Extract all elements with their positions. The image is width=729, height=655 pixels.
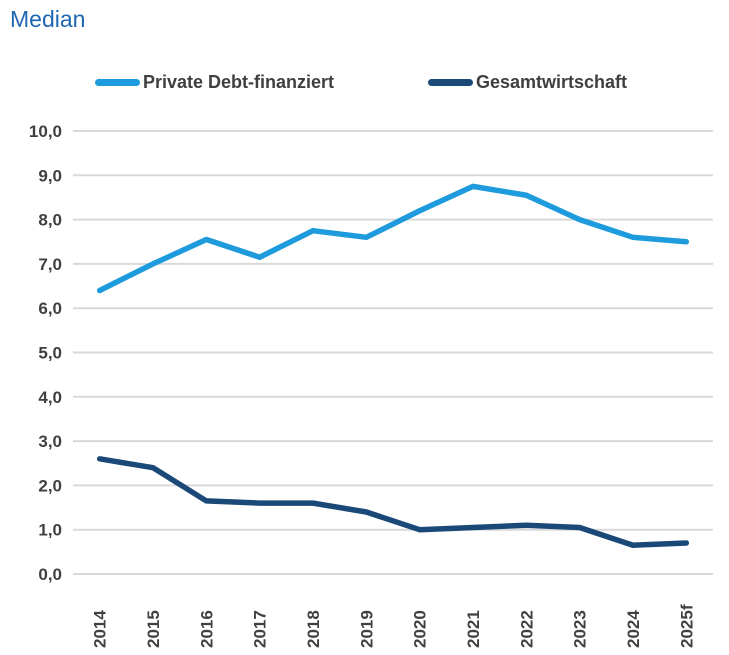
y-tick-label: 6,0 xyxy=(38,299,62,318)
y-tick-label: 4,0 xyxy=(38,388,62,407)
x-tick-label: 2015 xyxy=(144,610,163,648)
legend-swatch-private-debt-icon xyxy=(95,78,140,86)
y-tick-label: 3,0 xyxy=(38,432,62,451)
y-tick-label: 10,0 xyxy=(29,122,62,141)
x-tick-label: 2016 xyxy=(197,610,216,648)
y-tick-label: 2,0 xyxy=(38,476,62,495)
y-tick-label: 8,0 xyxy=(38,211,62,230)
legend-item-gesamtwirtschaft: Gesamtwirtschaft xyxy=(428,71,627,93)
y-tick-label: 5,0 xyxy=(38,344,62,363)
x-tick-label: 2019 xyxy=(357,610,376,648)
y-tick-label: 0,0 xyxy=(38,565,62,584)
x-tick-label: 2024 xyxy=(624,610,643,648)
y-tick-label: 1,0 xyxy=(38,521,62,540)
legend-item-private-debt: Private Debt-finanziert xyxy=(95,71,334,93)
x-tick-label: 2021 xyxy=(464,610,483,648)
legend-label-gesamtwirtschaft: Gesamtwirtschaft xyxy=(476,71,628,92)
x-tick-label: 2020 xyxy=(411,610,430,648)
x-tick-label: 2022 xyxy=(517,610,536,648)
x-tick-label: 2025f xyxy=(677,604,696,648)
y-tick-label: 9,0 xyxy=(38,166,62,185)
x-tick-label: 2014 xyxy=(91,610,110,648)
chart-title: Median xyxy=(10,6,86,32)
legend: Private Debt-finanziert Gesamtwirtschaft xyxy=(0,71,729,93)
x-tick-label: 2018 xyxy=(304,610,323,648)
legend-label-private-debt: Private Debt-finanziert xyxy=(143,71,335,92)
series-line-private-debt-finanziert xyxy=(96,183,690,294)
series-line-gesamtwirtschaft xyxy=(96,456,690,548)
legend-swatch-gesamtwirtschaft-icon xyxy=(428,78,473,86)
x-tick-label: 2023 xyxy=(571,610,590,648)
x-tick-label: 2017 xyxy=(251,610,270,648)
y-tick-label: 7,0 xyxy=(38,255,62,274)
